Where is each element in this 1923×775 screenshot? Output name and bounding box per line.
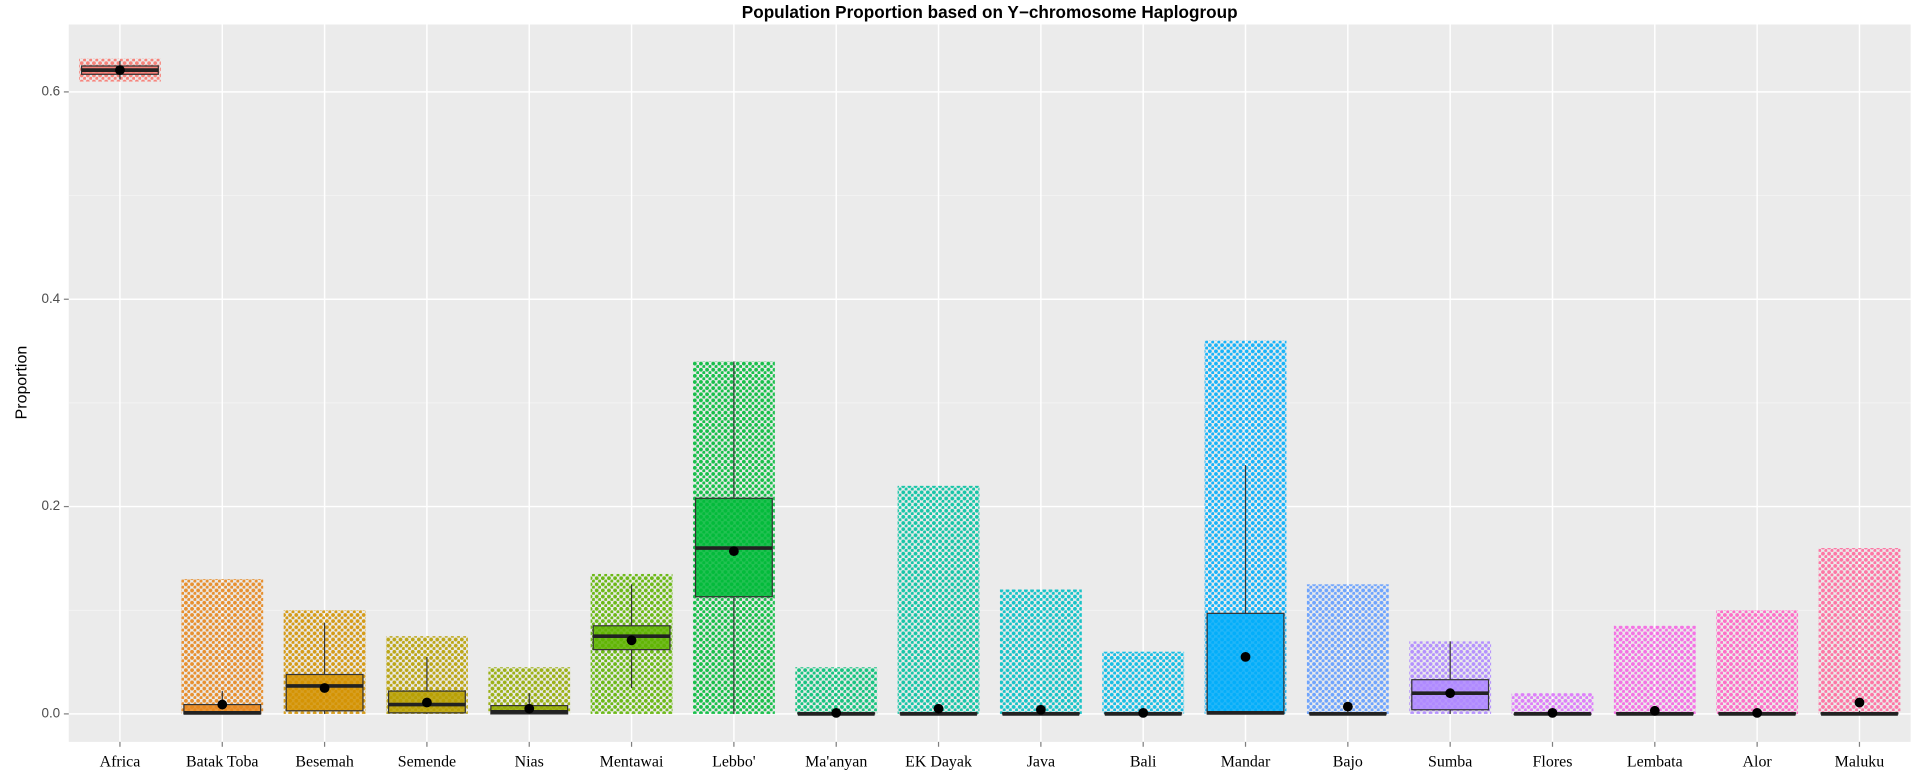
- x-tick-label: Semende: [398, 753, 456, 770]
- x-tick-label: Mandar: [1221, 753, 1271, 770]
- x-tick-label: Mentawai: [600, 753, 664, 770]
- jitter-cloud: [1102, 651, 1185, 714]
- mean-point: [115, 65, 125, 76]
- mean-point: [1445, 688, 1456, 699]
- x-tick-label: Java: [1027, 753, 1055, 770]
- mean-point: [728, 546, 739, 557]
- x-tick-label: Flores: [1533, 753, 1573, 770]
- chart-title: Population Proportion based on Y−chromos…: [742, 2, 1238, 22]
- jitter-cloud: [1716, 610, 1799, 714]
- box: [1206, 612, 1285, 715]
- mean-point: [1854, 697, 1865, 708]
- jitter-cloud: [897, 485, 980, 714]
- x-tick-label: Bali: [1130, 753, 1157, 770]
- x-tick-label: Besemah: [295, 753, 353, 770]
- y-tick-label: 0.6: [41, 83, 60, 98]
- mean-point: [217, 699, 228, 710]
- x-tick-label: Alor: [1743, 753, 1773, 770]
- mean-point: [1649, 705, 1660, 716]
- mean-point: [524, 703, 535, 714]
- x-tick-label: Lembata: [1627, 753, 1683, 770]
- jitter-cloud: [1511, 693, 1594, 714]
- y-tick-label: 0.4: [41, 291, 60, 306]
- jitter-cloud: [1613, 625, 1696, 714]
- jitter-cloud: [795, 667, 878, 714]
- mean-point: [1240, 651, 1251, 662]
- x-tick-label: Maluku: [1835, 753, 1885, 770]
- x-tick-label: Batak Toba: [186, 753, 259, 770]
- x-tick-label: Lebbo': [712, 753, 756, 770]
- mean-point: [626, 635, 637, 646]
- mean-point: [1035, 704, 1046, 715]
- x-tick-label: EK Dayak: [905, 753, 972, 770]
- x-tick-label: Bajo: [1333, 753, 1363, 770]
- y-tick-label: 0.0: [41, 705, 60, 720]
- jitter-cloud: [999, 589, 1082, 714]
- mean-point: [422, 697, 432, 708]
- mean-point: [319, 683, 330, 693]
- mean-point: [1342, 701, 1353, 712]
- mean-point: [1752, 707, 1763, 718]
- y-tick-label: 0.2: [41, 498, 60, 513]
- x-tick-label: Sumba: [1428, 753, 1472, 770]
- mean-point: [1547, 707, 1558, 718]
- mean-point: [1138, 707, 1149, 718]
- jitter-cloud: [1306, 584, 1389, 714]
- jitter-cloud: [1818, 548, 1901, 714]
- x-tick-label: Africa: [100, 753, 141, 770]
- plot-panel: [68, 24, 1911, 742]
- mean-point: [831, 707, 842, 718]
- x-tick-label: Ma'anyan: [805, 753, 867, 770]
- y-axis-label: Proportion: [13, 346, 30, 420]
- mean-point: [933, 703, 944, 714]
- x-tick-label: Nias: [515, 753, 544, 770]
